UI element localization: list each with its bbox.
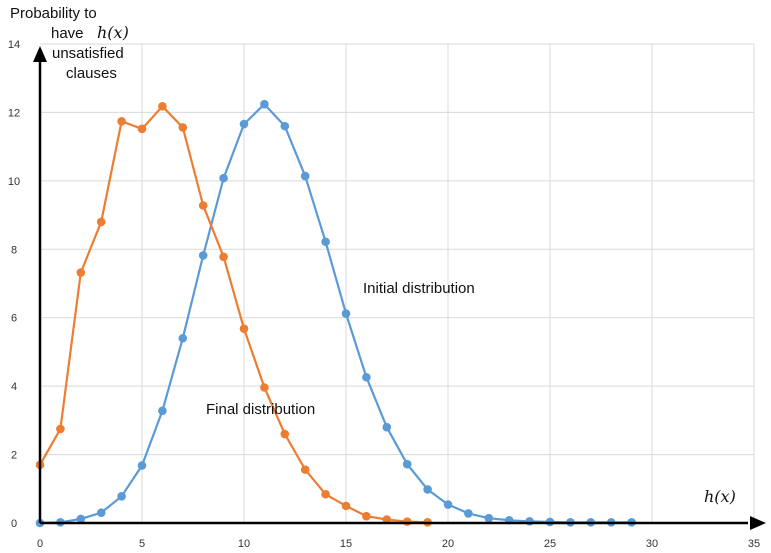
series-1-point-2 <box>76 268 86 277</box>
x-tick-label-2: 10 <box>238 538 250 550</box>
series-0-point-3 <box>96 508 106 518</box>
series-1-point-6 <box>158 101 167 111</box>
ticks: 0 2 4 6 8 10 12 14 0 5 10 15 20 25 30 35 <box>8 39 760 550</box>
series-1-point-5 <box>137 124 147 134</box>
series-1-point-14 <box>321 489 330 499</box>
series-1-point-4 <box>117 117 126 126</box>
series-1-point-16 <box>362 511 371 521</box>
series-0-point-4 <box>117 492 126 501</box>
series-lines <box>39 103 632 525</box>
series-0-point-16 <box>362 372 371 382</box>
series-0-point-18 <box>402 459 412 469</box>
series-1-point-18 <box>402 517 412 526</box>
x-axis-arrowhead <box>750 516 766 530</box>
series-0-point-7 <box>178 333 188 343</box>
x-tick-label-0: 0 <box>37 538 43 550</box>
series-0-point-24 <box>525 516 534 526</box>
series-1-point-11 <box>260 383 269 392</box>
series-points <box>35 99 636 528</box>
y-tick-label-1: 2 <box>11 450 17 462</box>
y-axis-label-math: h(x) <box>97 23 129 42</box>
x-axis-label: h(x) <box>704 487 736 506</box>
initial-distribution-label: Initial distribution <box>363 280 475 297</box>
x-tick-label-7: 35 <box>748 538 760 550</box>
y-tick-label-0: 0 <box>11 518 17 530</box>
y-axis-label-line-4: clauses <box>66 65 117 82</box>
y-tick-label-2: 4 <box>11 381 17 393</box>
series-1-point-1 <box>56 424 65 434</box>
series-1-point-15 <box>341 501 351 511</box>
series-0-point-20 <box>443 500 453 509</box>
y-axis-label: Probability to have h(x) unsatisfied cla… <box>10 5 129 82</box>
series-0-point-19 <box>423 485 432 494</box>
series-0-point-2 <box>76 514 86 524</box>
series-1-point-10 <box>239 324 249 333</box>
x-tick-label-5: 25 <box>544 538 556 550</box>
y-axis-label-line-1: Probability to <box>10 5 97 22</box>
y-axis-arrowhead <box>33 46 47 62</box>
series-0-point-11 <box>260 99 269 109</box>
series-0-point-6 <box>158 406 167 416</box>
series-1-point-8 <box>198 201 208 210</box>
y-axis-label-line-3: unsatisfied <box>52 45 124 62</box>
y-tick-label-5: 10 <box>8 176 20 188</box>
y-axis-label-line-2: have <box>51 25 84 42</box>
series-0-point-10 <box>239 119 249 129</box>
x-tick-label-1: 5 <box>139 538 145 550</box>
series-1-point-12 <box>280 429 290 439</box>
series-1-point-9 <box>219 252 228 262</box>
series-0-point-5 <box>137 461 147 470</box>
final-distribution-label: Final distribution <box>206 401 315 418</box>
series-0-point-8 <box>198 251 208 260</box>
series-0-point-9 <box>219 173 228 183</box>
series-line-0 <box>39 103 632 525</box>
x-tick-label-4: 20 <box>442 538 454 550</box>
series-1-point-3 <box>96 217 106 227</box>
series-0-point-21 <box>464 509 473 518</box>
series-1-point-7 <box>178 123 188 132</box>
series-0-point-14 <box>321 237 330 247</box>
series-0-point-15 <box>341 309 351 318</box>
series-0-point-12 <box>280 121 290 131</box>
x-tick-label-3: 15 <box>340 538 352 550</box>
series-0-point-17 <box>382 422 392 432</box>
series-1-point-17 <box>382 515 392 524</box>
y-tick-label-4: 8 <box>11 244 17 256</box>
y-tick-label-6: 12 <box>8 107 20 119</box>
series-0-point-22 <box>484 513 494 523</box>
y-tick-label-7: 14 <box>8 39 20 51</box>
series-1-point-13 <box>300 465 310 474</box>
grid <box>40 43 755 523</box>
axes <box>33 46 766 530</box>
series-line-1 <box>39 105 428 524</box>
x-tick-label-6: 30 <box>646 538 658 550</box>
y-tick-label-3: 6 <box>11 313 17 325</box>
series-0-point-13 <box>300 171 310 181</box>
